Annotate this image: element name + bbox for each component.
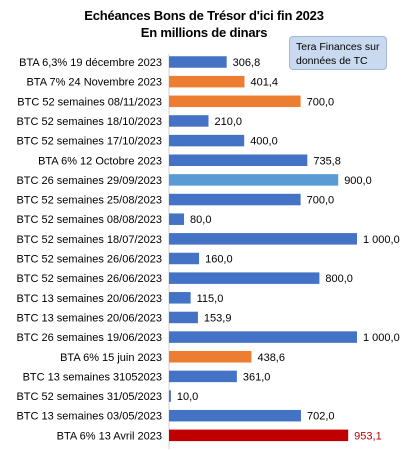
bar xyxy=(169,56,227,68)
source-note: Tera Finances sur données de TC xyxy=(289,36,387,70)
value-label: 735,8 xyxy=(313,155,341,167)
chart-title: Echéances Bons de Trésor d'ici fin 2023 xyxy=(84,8,324,23)
bar xyxy=(169,193,301,206)
value-label: 10,0 xyxy=(177,391,198,403)
value-label: 700,0 xyxy=(307,96,335,108)
category-label: BTC 13 semaines 20/06/2023 xyxy=(16,312,162,324)
bar xyxy=(169,409,301,422)
category-label: BTC 52 semaines 08/11/2023 xyxy=(17,96,162,108)
bar xyxy=(169,115,209,127)
bar xyxy=(169,95,301,108)
category-label: BTC 13 semaines 31052023 xyxy=(23,371,162,383)
bar xyxy=(169,331,357,343)
value-label: 115,0 xyxy=(197,293,224,305)
category-label: BTC 13 semaines 03/05/2023 xyxy=(16,411,162,423)
category-label: BTC 52 semaines 18/10/2023 xyxy=(16,116,162,128)
bar xyxy=(169,134,245,147)
category-label: BTC 52 semaines 17/10/2023 xyxy=(16,136,162,148)
category-label: BTC 52 semaines 31/05/2023 xyxy=(16,391,162,403)
bar xyxy=(169,390,171,402)
category-label: BTA 6% 12 Octobre 2023 xyxy=(38,155,162,167)
category-label: BTC 26 semaines 19/06/2023 xyxy=(16,332,162,344)
category-label: BTA 7% 24 Novembre 2023 xyxy=(26,77,162,89)
bar xyxy=(169,252,200,265)
bar xyxy=(169,213,185,225)
value-label: 306,8 xyxy=(233,57,261,69)
value-label: 700,0 xyxy=(307,195,335,207)
bar xyxy=(169,75,245,88)
bar xyxy=(169,311,198,324)
category-label: BTC 52 semaines 26/06/2023 xyxy=(16,273,162,285)
value-label: 401,4 xyxy=(250,77,278,89)
category-label: BTC 26 semaines 29/09/2023 xyxy=(16,175,162,187)
category-label: BTC 52 semaines 26/06/2023 xyxy=(16,254,162,266)
bar xyxy=(169,174,339,186)
chart-subtitle: En millions de dinars xyxy=(140,25,268,40)
category-label: BTC 52 semaines 18/07/2023 xyxy=(16,234,162,246)
bar xyxy=(169,292,191,304)
bar xyxy=(169,429,349,442)
category-label: BTA 6% 15 juin 2023 xyxy=(60,352,162,364)
category-label: BTA 6,3% 19 décembre 2023 xyxy=(19,57,162,69)
category-label: BTC 13 semaines 20/06/2023 xyxy=(16,293,162,305)
bar xyxy=(169,272,320,284)
value-label: 438,6 xyxy=(257,352,285,364)
value-label: 80,0 xyxy=(190,214,211,226)
value-label: 160,0 xyxy=(205,254,233,266)
value-label: 1 000,0 xyxy=(363,332,400,344)
value-label: 361,0 xyxy=(243,371,271,383)
bar xyxy=(169,370,237,383)
value-label: 953,1 xyxy=(354,430,382,442)
category-label: BTC 52 semaines 25/08/2023 xyxy=(16,195,162,207)
bar xyxy=(169,351,252,363)
bar xyxy=(169,233,357,245)
value-label: 1 000,0 xyxy=(363,234,400,246)
category-label: BTC 52 semaines 08/08/2023 xyxy=(16,214,162,226)
value-label: 900,0 xyxy=(344,175,372,187)
value-label: 400,0 xyxy=(250,136,278,148)
value-label: 210,0 xyxy=(214,116,242,128)
value-label: 800,0 xyxy=(325,273,353,285)
value-label: 153,9 xyxy=(204,312,232,324)
bar xyxy=(169,154,308,166)
category-label: BTA 6% 13 Avril 2023 xyxy=(57,430,162,442)
value-label: 702,0 xyxy=(307,411,335,423)
